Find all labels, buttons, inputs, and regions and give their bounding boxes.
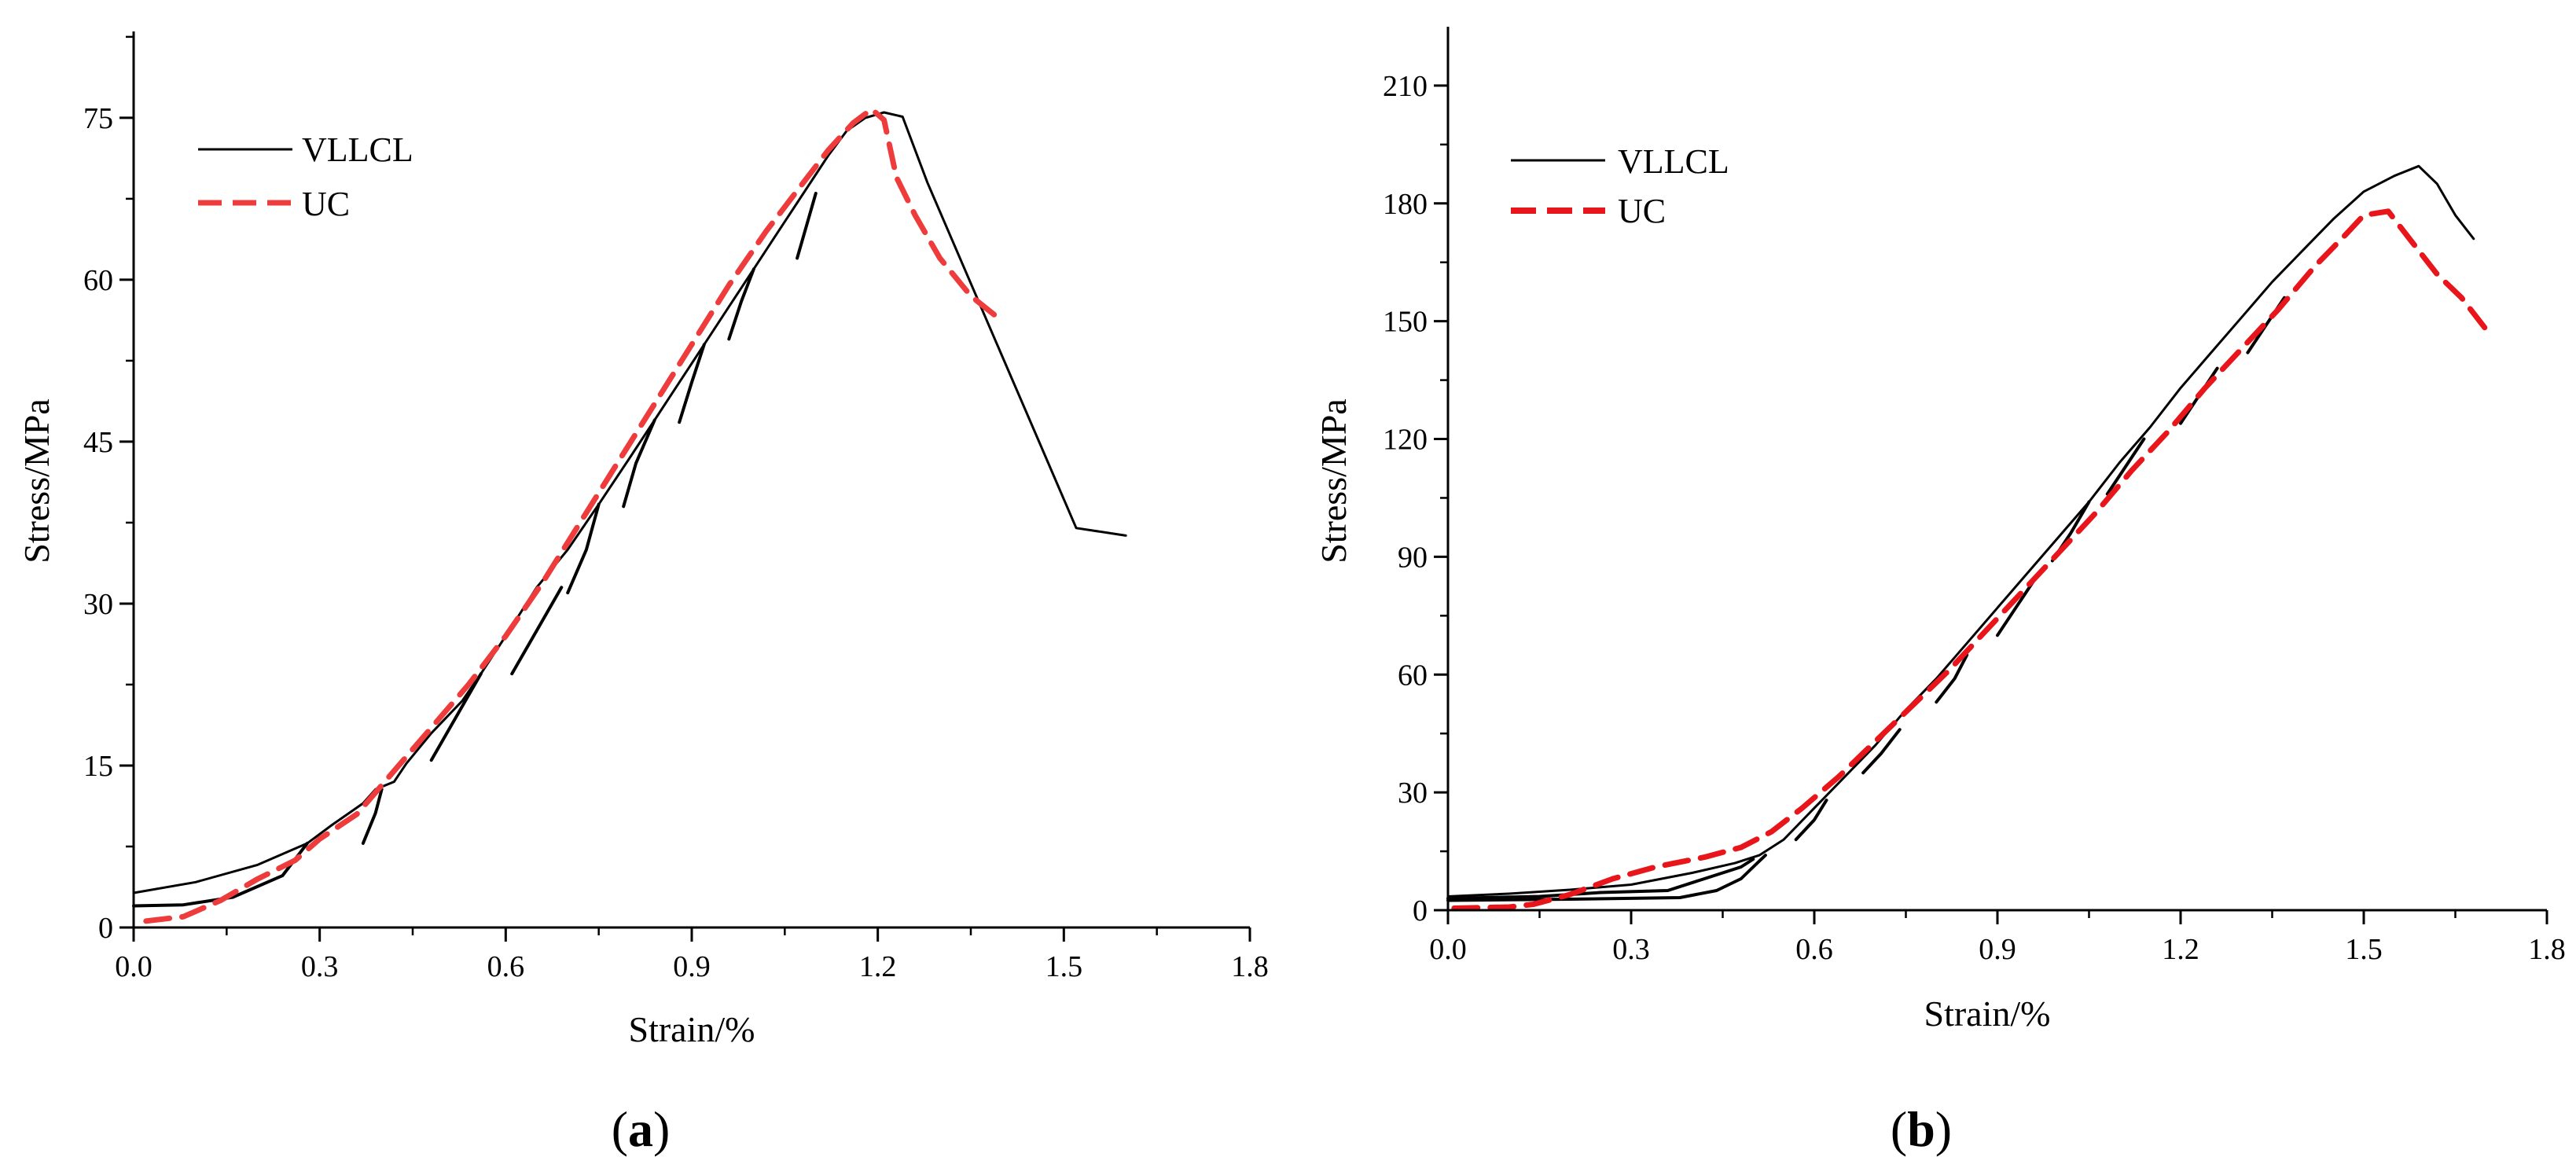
panel-label-a-letter: a xyxy=(628,1101,653,1157)
x-tick-label: 1.8 xyxy=(2528,933,2566,966)
y-tick-label: 150 xyxy=(1383,306,1428,339)
x-tick-label: 0.3 xyxy=(1612,933,1650,966)
panel-label-b: (b) xyxy=(1891,1101,1952,1157)
vllcl-loop-line xyxy=(510,586,564,676)
chart-panel-a: 0.0 0.3 0.6 0.9 1.2 1.5 1.8 0 15 30 45 60 75 Strain… xyxy=(17,31,1269,1157)
y-tick-label: 90 xyxy=(1398,541,1428,574)
panel-label-b-letter: b xyxy=(1907,1101,1935,1157)
legend-uc-label-b: UC xyxy=(1618,192,1666,230)
vllcl-loop-line xyxy=(566,502,601,595)
y-axis-title-a: Stress/MPa xyxy=(17,399,57,564)
x-tick-label: 0.6 xyxy=(487,950,525,983)
x-axis-title-a: Strain/% xyxy=(629,1009,755,1049)
y-tick-label: 0 xyxy=(98,912,113,945)
panel-label-a: (a) xyxy=(612,1101,671,1157)
x-tick-label: 1.5 xyxy=(1045,950,1083,983)
y-tick-label: 75 xyxy=(83,102,113,135)
vllcl-loop-line xyxy=(1446,854,1767,902)
x-tick-label: 0.9 xyxy=(673,950,711,983)
legend-a: VLLCL UC xyxy=(198,130,413,223)
y-tick-label: 180 xyxy=(1383,188,1428,221)
y-tick-label: 120 xyxy=(1383,424,1428,457)
x-tick-label: 0.0 xyxy=(115,950,153,983)
y-ticks-b: 0 30 60 90 120 150 180 210 xyxy=(1383,70,1448,927)
vllcl-loop-line xyxy=(429,672,483,762)
plot-lines-a xyxy=(132,106,1127,924)
vllcl-loop-line xyxy=(727,267,755,341)
x-tick-label: 0.9 xyxy=(1979,933,2016,966)
vllcl-series-line xyxy=(132,111,1127,894)
x-tick-label: 1.8 xyxy=(1231,950,1269,983)
panel-label-a-open: ( xyxy=(612,1101,628,1157)
vllcl-series-line xyxy=(1446,164,2475,898)
vllcl-loop-line xyxy=(1861,728,1902,775)
x-tick-label: 0.6 xyxy=(1795,933,1833,966)
vllcl-loop-line xyxy=(622,418,656,509)
y-tick-label: 15 xyxy=(83,750,113,783)
legend-uc-label-a: UC xyxy=(302,185,350,223)
y-tick-label: 210 xyxy=(1383,70,1428,103)
vllcl-loop-line xyxy=(1996,578,2036,637)
x-tick-label: 0.0 xyxy=(1429,933,1467,966)
x-tick-label: 0.3 xyxy=(301,950,339,983)
x-ticks-b: 0.0 0.3 0.6 0.9 1.2 1.5 1.8 xyxy=(1429,910,2566,966)
uc-series-line xyxy=(143,106,1005,924)
x-ticks-a: 0.0 0.3 0.6 0.9 1.2 1.5 1.8 xyxy=(115,927,1269,983)
x-tick-label: 1.2 xyxy=(2162,933,2199,966)
panel-label-a-close: ) xyxy=(653,1101,670,1157)
y-tick-label: 0 xyxy=(1413,894,1428,927)
vllcl-loop-line xyxy=(678,343,706,424)
uc-series-line xyxy=(1451,208,2489,911)
vllcl-loop-line xyxy=(796,192,818,260)
legend-vllcl-label-b: VLLCL xyxy=(1618,142,1729,181)
panel-label-b-close: ) xyxy=(1935,1101,1952,1157)
legend-b: VLLCL UC xyxy=(1511,142,1729,230)
y-tick-label: 45 xyxy=(83,426,113,459)
y-tick-label: 60 xyxy=(83,264,113,297)
y-ticks-a: 0 15 30 45 60 75 xyxy=(83,35,134,945)
y-tick-label: 30 xyxy=(1398,777,1428,810)
vllcl-loop-line xyxy=(1446,858,1755,900)
vllcl-loop-line xyxy=(2105,437,2146,496)
y-tick-label: 30 xyxy=(83,588,113,621)
vllcl-loop-line xyxy=(1935,653,1969,704)
x-tick-label: 1.5 xyxy=(2345,933,2383,966)
vllcl-loop-line xyxy=(1794,799,1828,842)
plot-lines-b xyxy=(1446,164,2489,911)
legend-vllcl-label-a: VLLCL xyxy=(302,130,413,169)
panel-label-b-open: ( xyxy=(1891,1101,1907,1157)
y-axis-title-b: Stress/MPa xyxy=(1314,399,1354,564)
x-tick-label: 1.2 xyxy=(859,950,897,983)
chart-panel-b: 0.0 0.3 0.6 0.9 1.2 1.5 1.8 0 30 60 90 120 150 180 21… xyxy=(1314,27,2566,1157)
y-tick-label: 60 xyxy=(1398,659,1428,692)
x-axis-title-b: Strain/% xyxy=(1924,994,2051,1034)
vllcl-loop-line xyxy=(361,788,384,845)
